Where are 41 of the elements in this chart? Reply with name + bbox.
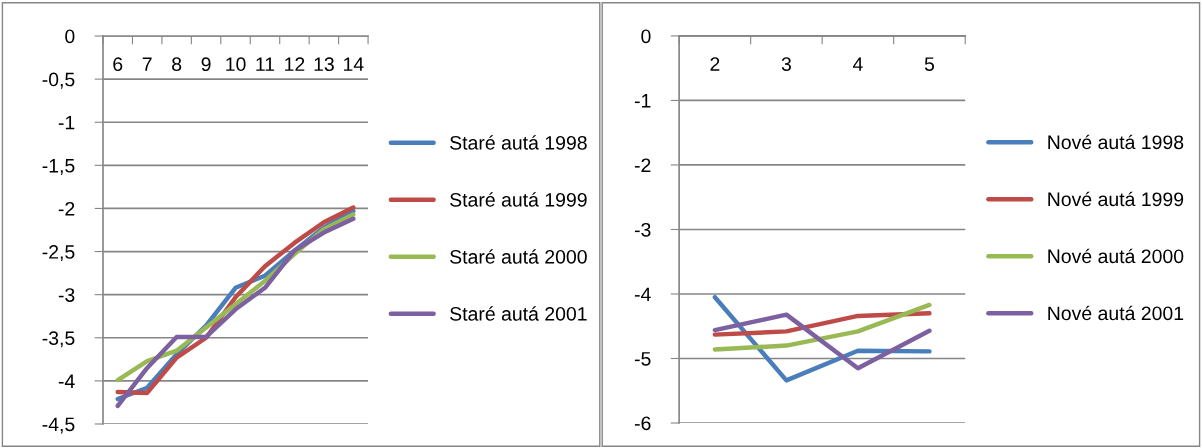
y-tick-label: -3	[634, 222, 651, 237]
x-tick-label: 14	[344, 57, 364, 71]
legend-label: Staré autá 2001	[450, 306, 587, 321]
x-tick-label: 11	[256, 57, 275, 71]
x-tick-label: 12	[285, 57, 305, 71]
y-tick-label: -4,5	[42, 417, 75, 434]
y-tick-label: -4	[58, 374, 75, 388]
y-tick-label: -6	[634, 416, 651, 431]
y-tick-label: -3	[58, 288, 75, 302]
legend-label: Nové autá 1999	[1048, 191, 1184, 207]
x-tick-label: 2	[710, 57, 720, 71]
legend-label: Staré autá 1999	[450, 192, 587, 207]
y-tick-label: -2,5	[42, 245, 75, 262]
y-tick-label: -3,5	[42, 331, 75, 348]
x-tick-label: 9	[201, 57, 211, 72]
x-tick-label: 4	[852, 57, 863, 71]
legend-label: Nové autá 2000	[1048, 248, 1184, 264]
x-tick-label: 3	[781, 57, 791, 71]
x-tick-label: 8	[172, 57, 182, 72]
x-tick-label: 7	[142, 57, 152, 71]
y-tick-label: -2	[634, 158, 651, 172]
line-series	[712, 311, 932, 337]
legend-label: Staré autá 1998	[450, 135, 587, 150]
y-tick-label: 0	[641, 29, 651, 44]
y-tick-label: -5	[634, 352, 651, 366]
y-tick-label: -4	[634, 287, 651, 302]
legend-label: Nové autá 1998	[1048, 134, 1184, 150]
y-tick-label: 0	[65, 29, 75, 44]
legend-label: Staré autá 2000	[450, 249, 587, 264]
line-series	[712, 312, 932, 371]
y-tick-label: -1,5	[42, 159, 75, 175]
x-tick-label: 6	[113, 57, 123, 72]
x-tick-label: 10	[226, 57, 246, 72]
y-tick-label: -1	[58, 115, 75, 130]
y-tick-label: -2	[58, 201, 75, 216]
line-series	[712, 302, 932, 352]
legend-label: Nové autá 2001	[1048, 305, 1184, 321]
y-tick-label: -0,5	[42, 72, 75, 89]
y-tick-label: -1	[634, 94, 651, 108]
x-tick-label: 13	[314, 57, 334, 72]
x-tick-label: 5	[924, 57, 935, 71]
